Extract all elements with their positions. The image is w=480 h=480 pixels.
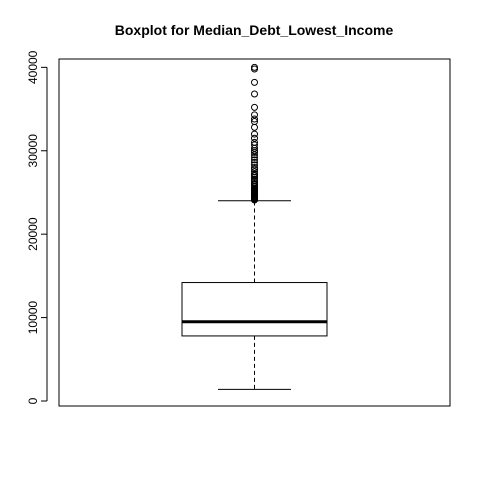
outlier-point: [251, 151, 258, 159]
outlier-point: [251, 163, 258, 171]
outlier-point: [251, 63, 258, 71]
outlier-point: [251, 168, 258, 176]
outlier-point: [251, 103, 258, 111]
chart-title: Boxplot for Median_Debt_Lowest_Income: [115, 22, 394, 38]
y-tick-label-30000: 30000: [26, 134, 40, 168]
outlier-point: [251, 123, 258, 131]
outlier-point: [251, 153, 258, 161]
outlier-point: [251, 115, 258, 123]
y-tick-label-0: 0: [26, 397, 40, 404]
y-tick-label-20000: 20000: [26, 217, 40, 251]
outlier-point: [251, 141, 258, 149]
outlier-point: [251, 134, 258, 142]
plot-frame: [58, 58, 451, 407]
outlier-point: [251, 158, 258, 166]
outlier-point: [251, 156, 258, 164]
y-tick-label-40000: 40000: [26, 50, 40, 84]
outlier-point: [251, 90, 258, 98]
outlier-point: [251, 78, 258, 86]
outlier-group: [251, 63, 258, 204]
box-group: [181, 200, 328, 390]
iqr-box: [181, 282, 328, 337]
outlier-point: [251, 130, 258, 138]
y-axis: 0 10000 20000 30000 40000: [26, 50, 48, 404]
y-tick-label-10000: 10000: [26, 301, 40, 335]
outlier-point: [251, 138, 258, 146]
outlier-point: [251, 111, 258, 119]
outlier-point: [251, 170, 258, 178]
outlier-point: [251, 118, 258, 126]
outlier-point: [251, 161, 258, 169]
